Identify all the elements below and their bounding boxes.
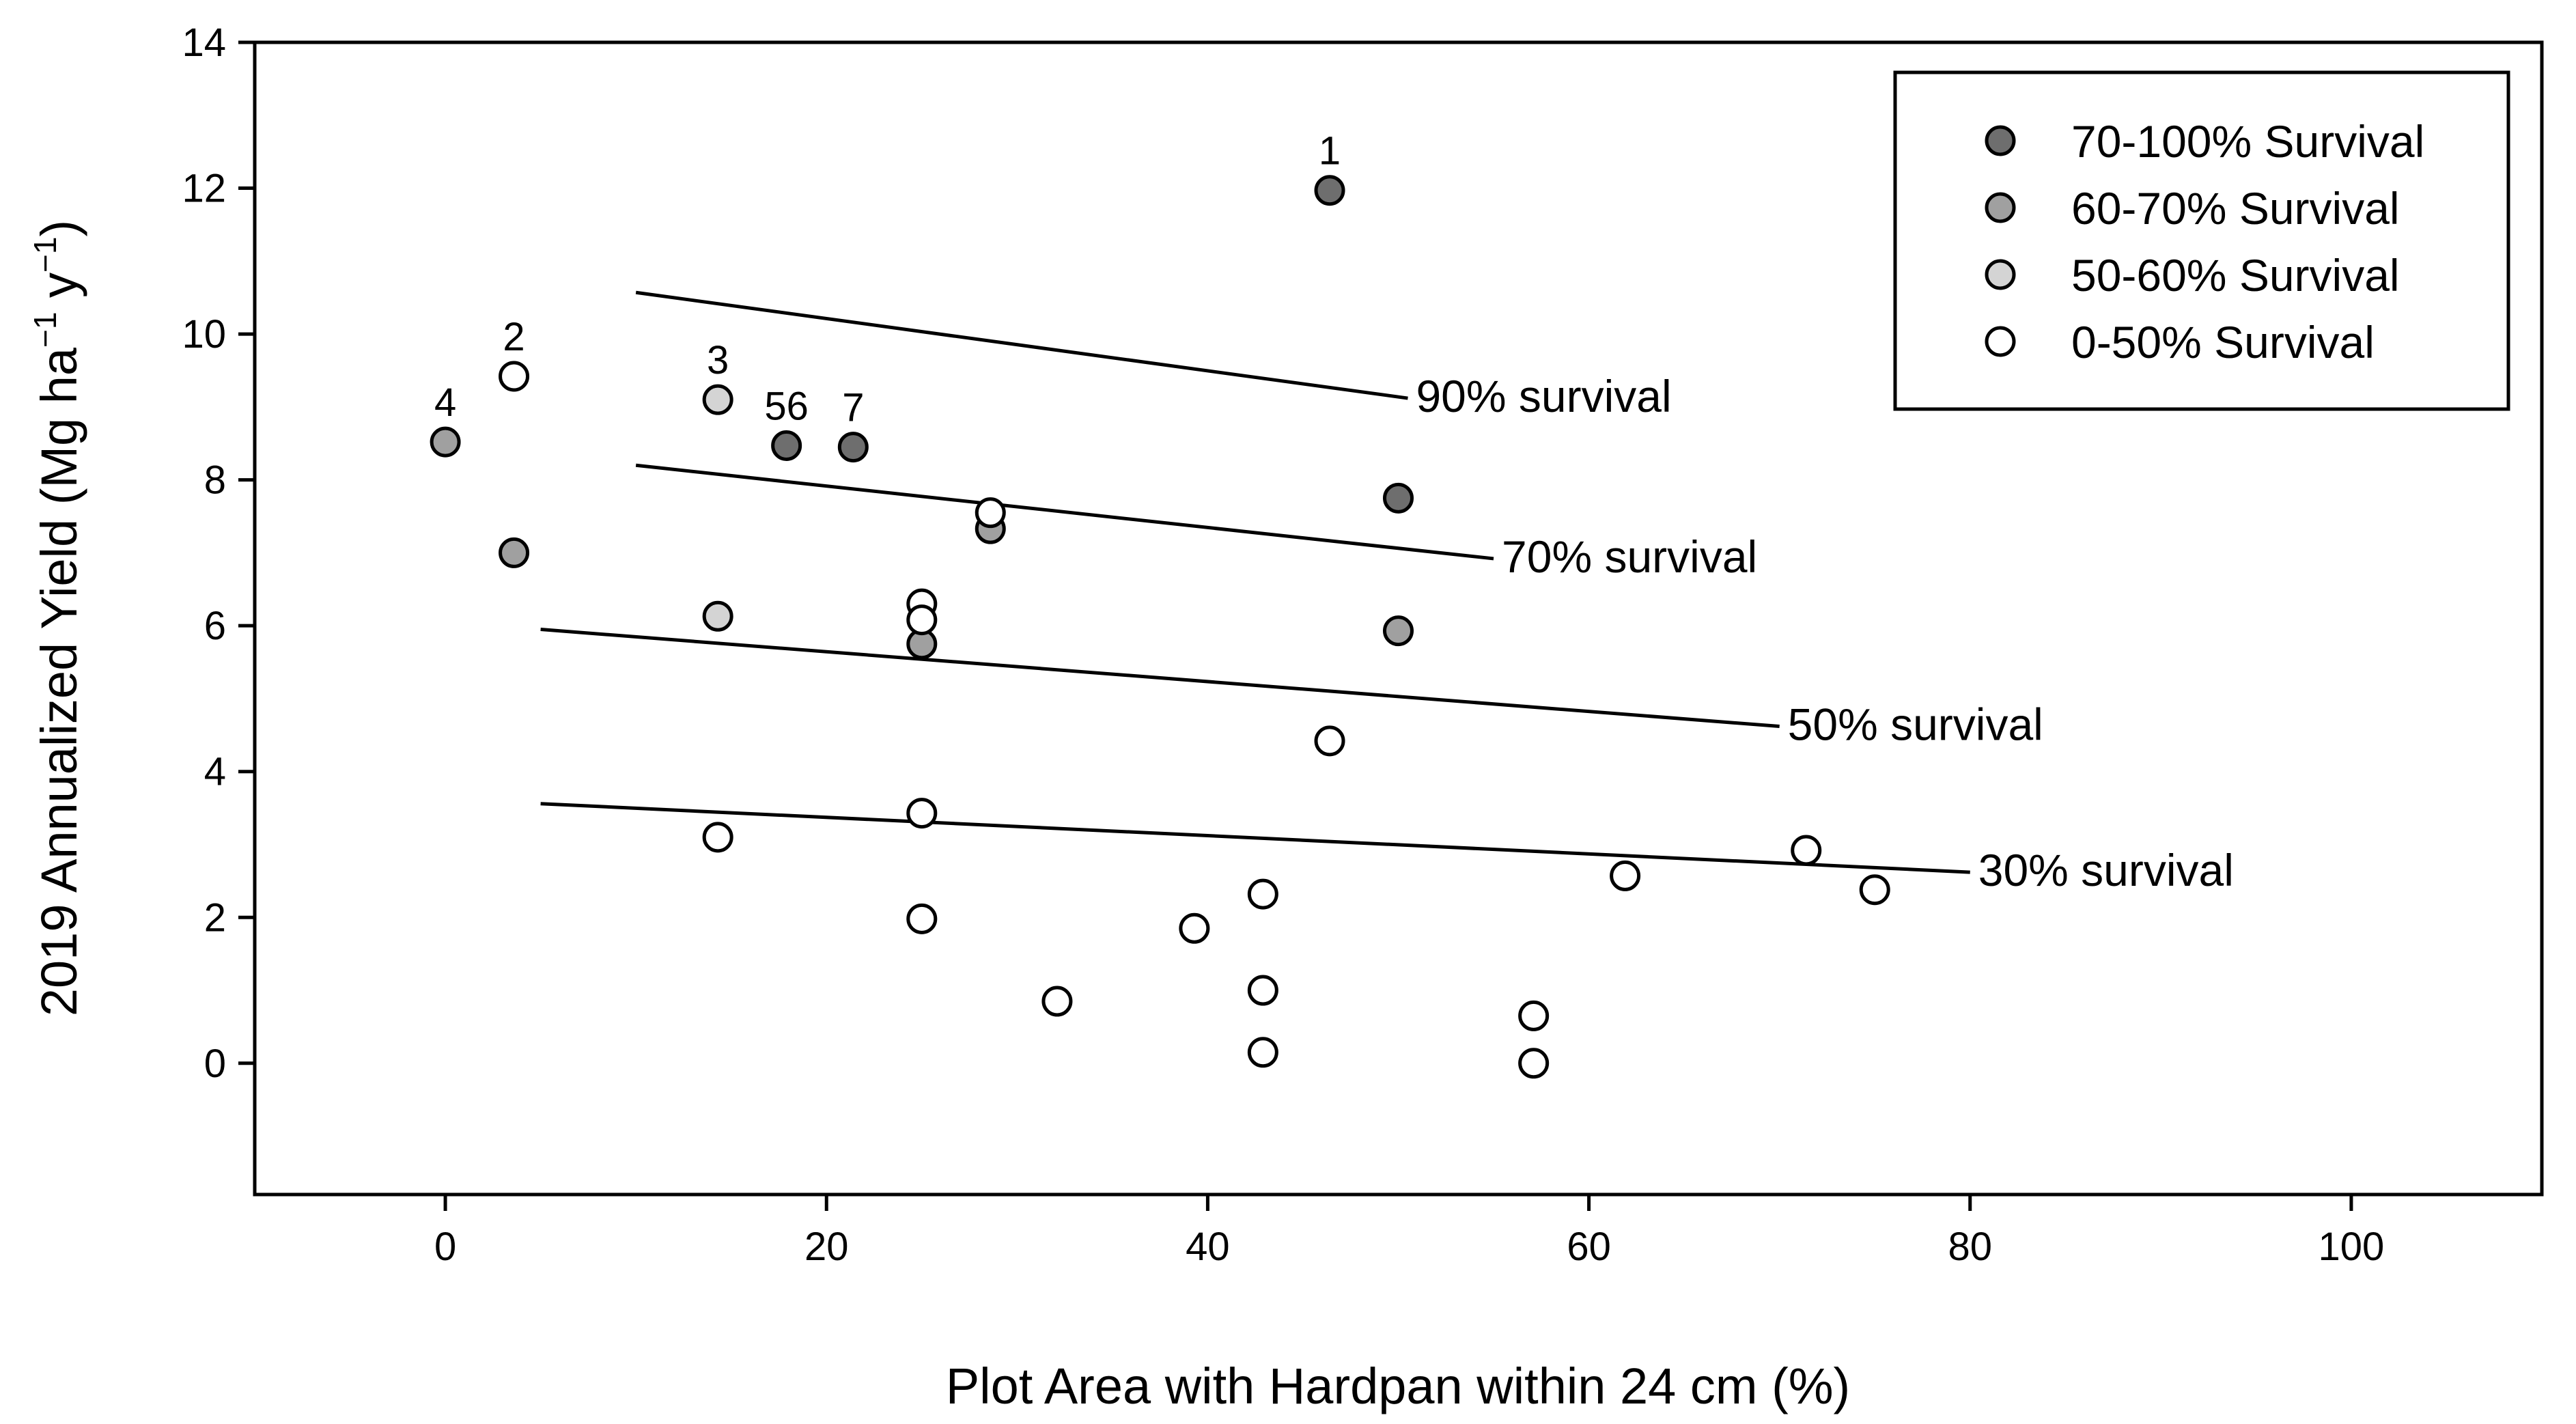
data-point — [1518, 1048, 1550, 1079]
data-point — [771, 430, 802, 461]
y-tick-label: 6 — [204, 604, 226, 648]
data-point — [702, 384, 733, 415]
x-tick-label: 80 — [1948, 1225, 1992, 1269]
data-point — [906, 903, 938, 934]
legend-marker — [1985, 259, 2016, 290]
data-point — [1314, 175, 1345, 206]
point-number-label: 4 — [434, 380, 456, 425]
point-number-label: 7 — [842, 386, 864, 430]
y-tick-label: 2 — [204, 895, 226, 940]
legend-label: 70-100% Survival — [2071, 116, 2424, 167]
x-tick-label: 0 — [434, 1225, 456, 1269]
y-tick-label: 14 — [182, 20, 226, 65]
data-point — [1179, 912, 1210, 944]
data-point — [975, 497, 1006, 529]
y-tick-label: 0 — [204, 1042, 226, 1086]
survival-line — [635, 463, 1494, 561]
survival-line — [540, 628, 1780, 729]
data-point — [1383, 615, 1414, 647]
data-point — [1247, 1037, 1278, 1068]
survival-line-label: 90% survival — [1416, 371, 1671, 421]
data-point — [702, 822, 733, 853]
data-points — [430, 175, 1890, 1079]
data-point — [499, 537, 530, 568]
point-number-label: 1 — [1319, 129, 1341, 173]
data-point — [702, 600, 733, 632]
survival-line-label: 50% survival — [1788, 699, 2043, 750]
data-point — [1791, 835, 1822, 866]
point-number-label: 2 — [503, 315, 524, 359]
data-point — [1041, 986, 1073, 1017]
x-axis-title: Plot Area with Hardpan within 24 cm (%) — [946, 1358, 1850, 1414]
survival-line-label: 70% survival — [1502, 531, 1757, 582]
plot-frame — [253, 40, 2544, 1197]
x-axis: 0 20 40 60 80 100 — [434, 1195, 2384, 1269]
x-tick-label: 60 — [1567, 1225, 1611, 1269]
y-tick-label: 8 — [204, 458, 226, 503]
data-point — [1383, 482, 1414, 514]
point-labels: 1 2 3 4 56 7 — [434, 129, 1341, 430]
data-point — [430, 426, 461, 458]
legend-label: 50-60% Survival — [2071, 250, 2400, 301]
data-point — [1314, 725, 1345, 757]
survival-line-label: 30% survival — [1978, 845, 2234, 895]
legend-marker — [1985, 326, 2016, 357]
data-point — [906, 604, 938, 636]
x-tick-label: 40 — [1186, 1225, 1230, 1269]
legend: 70-100% Survival 60-70% Survival 50-60% Su… — [1893, 70, 2510, 411]
legend-label: 0-50% Survival — [2071, 317, 2375, 367]
data-point — [1859, 874, 1890, 906]
point-number-label: 3 — [707, 338, 729, 382]
data-point — [1247, 975, 1278, 1006]
survival-lines: 90% survival 70% survival 50% survival 30% … — [540, 290, 2234, 895]
legend-label: 60-70% Survival — [2071, 183, 2400, 234]
point-number-label: 56 — [764, 384, 809, 428]
legend-marker — [1985, 192, 2016, 223]
data-point — [499, 361, 530, 392]
y-tick-label: 10 — [182, 312, 226, 357]
data-point — [1518, 1000, 1550, 1031]
legend-marker — [1985, 125, 2016, 156]
data-point — [1610, 860, 1641, 891]
survival-line — [540, 802, 1970, 874]
y-tick-label: 12 — [182, 167, 226, 211]
y-axis: 0 2 4 6 8 10 12 14 — [182, 20, 255, 1086]
y-tick-label: 4 — [204, 750, 226, 794]
data-point — [906, 798, 938, 829]
survival-line — [635, 290, 1408, 400]
data-point — [837, 432, 869, 463]
x-tick-label: 100 — [2319, 1225, 2385, 1269]
data-point — [1247, 878, 1278, 910]
y-axis-title: 2019 Annualized Yield (Mg ha−1 y−1) — [27, 220, 87, 1016]
x-tick-label: 20 — [804, 1225, 849, 1269]
